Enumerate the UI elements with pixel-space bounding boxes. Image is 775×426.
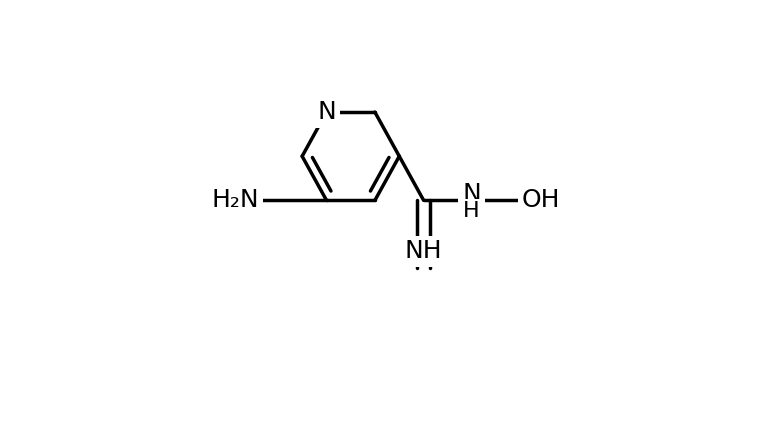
Text: NH: NH xyxy=(405,239,443,263)
Text: N: N xyxy=(462,182,481,206)
Text: OH: OH xyxy=(522,188,560,213)
Text: N: N xyxy=(317,100,336,124)
Text: H₂N: H₂N xyxy=(212,188,260,213)
Text: H: H xyxy=(463,201,480,221)
